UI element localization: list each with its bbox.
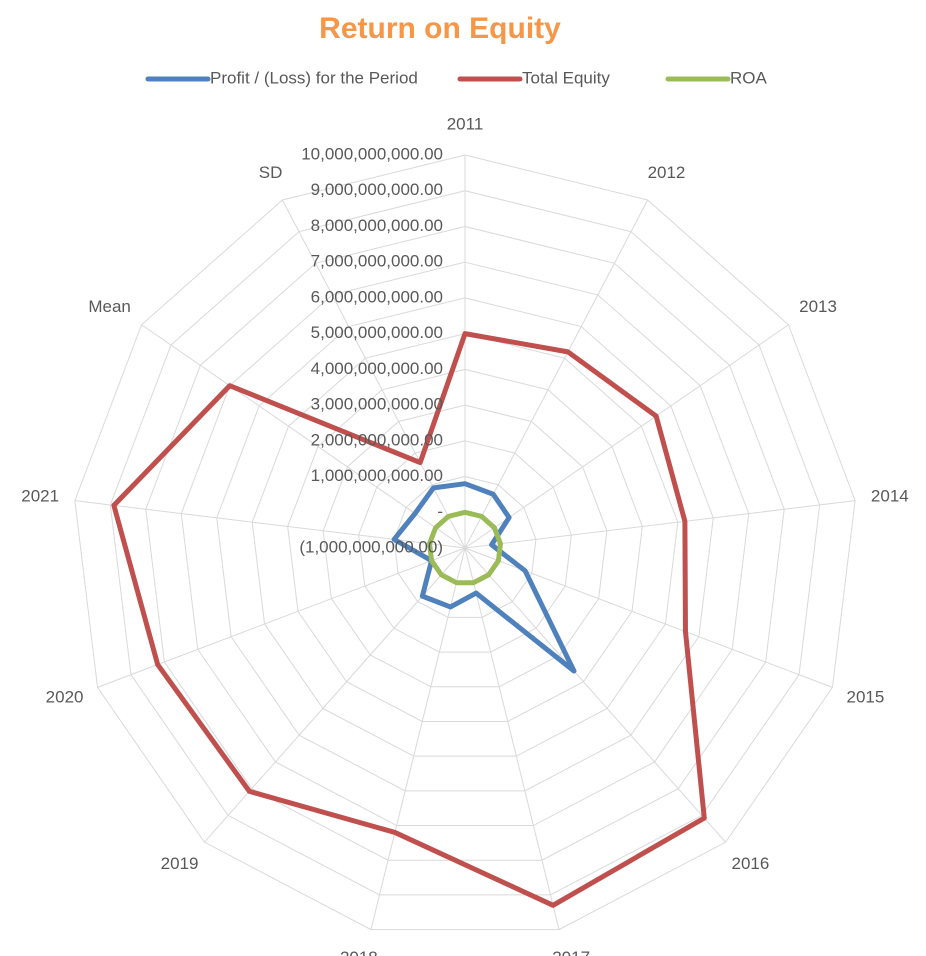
grid-ring: [287, 368, 643, 722]
category-label: 2012: [648, 163, 686, 182]
grid-ring: [322, 404, 608, 688]
grid-ring: [145, 225, 785, 861]
labels: (1,000,000,000.00) - 1,000,000,000.00 2,000…: [21, 114, 908, 956]
grid-ring: [358, 440, 572, 653]
category-label: 2019: [161, 854, 199, 873]
chart-title: Return on Equity: [319, 12, 561, 45]
axis-tick-label: 9,000,000,000.00: [311, 180, 443, 199]
axis-tick-label: 8,000,000,000.00: [311, 216, 443, 235]
grid: [74, 154, 856, 931]
axis-tick-label: 4,000,000,000.00: [311, 359, 443, 378]
spoke: [464, 547, 560, 930]
series-line: [427, 509, 503, 586]
grid-ring: [393, 476, 537, 618]
axis-tick-label: 3,000,000,000.00: [311, 395, 443, 414]
category-label: 2021: [21, 486, 59, 505]
axis-tick-label: (1,000,000,000.00): [299, 537, 443, 556]
axis-tick-label: 5,000,000,000.00: [311, 323, 443, 342]
axis-tick-label: 10,000,000,000.00: [301, 144, 443, 163]
category-label: 2011: [447, 114, 484, 133]
spoke: [464, 199, 649, 549]
legend-label: Total Equity: [522, 68, 610, 87]
axis-tick-label: 2,000,000,000.00: [311, 430, 443, 449]
legend-label: ROA: [730, 68, 768, 87]
axis-tick-label: 6,000,000,000.00: [311, 287, 443, 306]
axis-tick-label: 7,000,000,000.00: [311, 252, 443, 271]
spoke: [464, 324, 789, 549]
grid-ring: [251, 333, 679, 757]
axis-tick-label: -: [437, 502, 443, 521]
series-line: [111, 331, 707, 908]
category-label: Mean: [88, 297, 131, 316]
grid-ring: [216, 297, 714, 792]
grid-ring: [74, 154, 856, 931]
legend-label: Profit / (Loss) for the Period: [210, 68, 418, 87]
series: [111, 331, 707, 908]
category-label: 2018: [340, 948, 378, 956]
grid-ring: [180, 261, 750, 827]
grid-ring: [109, 190, 821, 896]
spoke: [141, 324, 466, 549]
series-line: [391, 481, 577, 674]
category-label: 2014: [871, 486, 909, 505]
category-label: 2017: [552, 948, 590, 956]
spoke: [464, 500, 856, 549]
category-label: SD: [259, 163, 283, 182]
category-label: 2016: [732, 854, 770, 873]
category-label: 2015: [847, 687, 885, 706]
category-label: 2013: [799, 297, 837, 316]
spoke: [370, 547, 466, 930]
category-label: 2020: [46, 687, 84, 706]
spoke: [464, 547, 726, 843]
axis-tick-label: 1,000,000,000.00: [311, 466, 443, 485]
